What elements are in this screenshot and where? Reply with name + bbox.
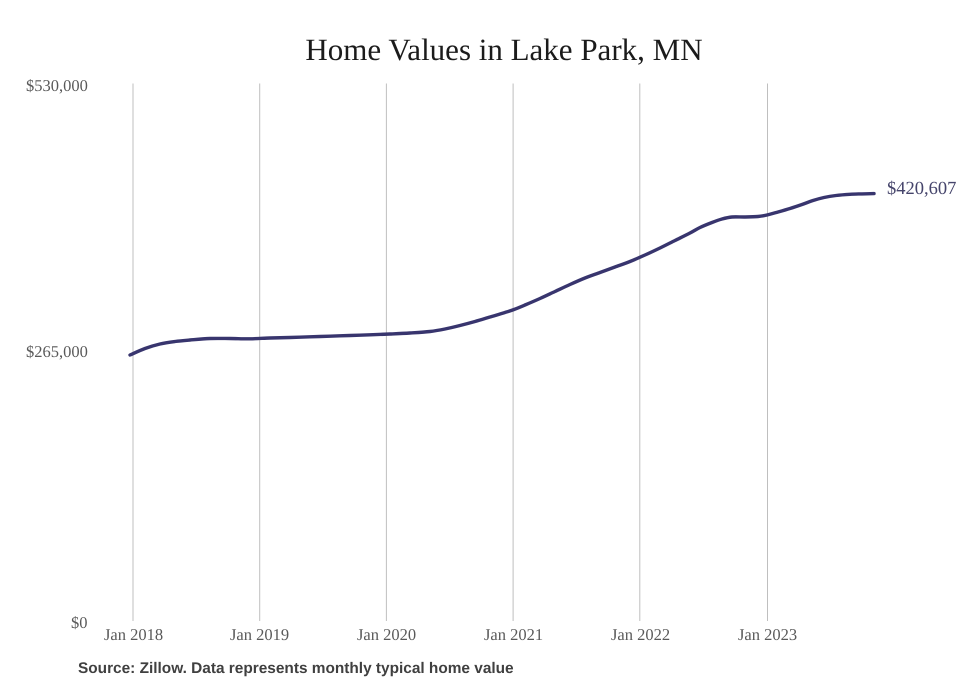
- svg-text:$530,000: $530,000: [26, 76, 88, 95]
- svg-text:Jan 2023: Jan 2023: [738, 625, 797, 644]
- svg-text:Jan 2019: Jan 2019: [230, 625, 289, 644]
- svg-text:Jan 2018: Jan 2018: [104, 625, 163, 644]
- svg-text:Jan 2022: Jan 2022: [611, 625, 670, 644]
- svg-text:$0: $0: [71, 613, 88, 632]
- svg-text:$265,000: $265,000: [26, 342, 88, 361]
- svg-text:Jan 2020: Jan 2020: [357, 625, 416, 644]
- svg-text:Jan 2021: Jan 2021: [484, 625, 543, 644]
- svg-text:$420,607: $420,607: [887, 179, 956, 199]
